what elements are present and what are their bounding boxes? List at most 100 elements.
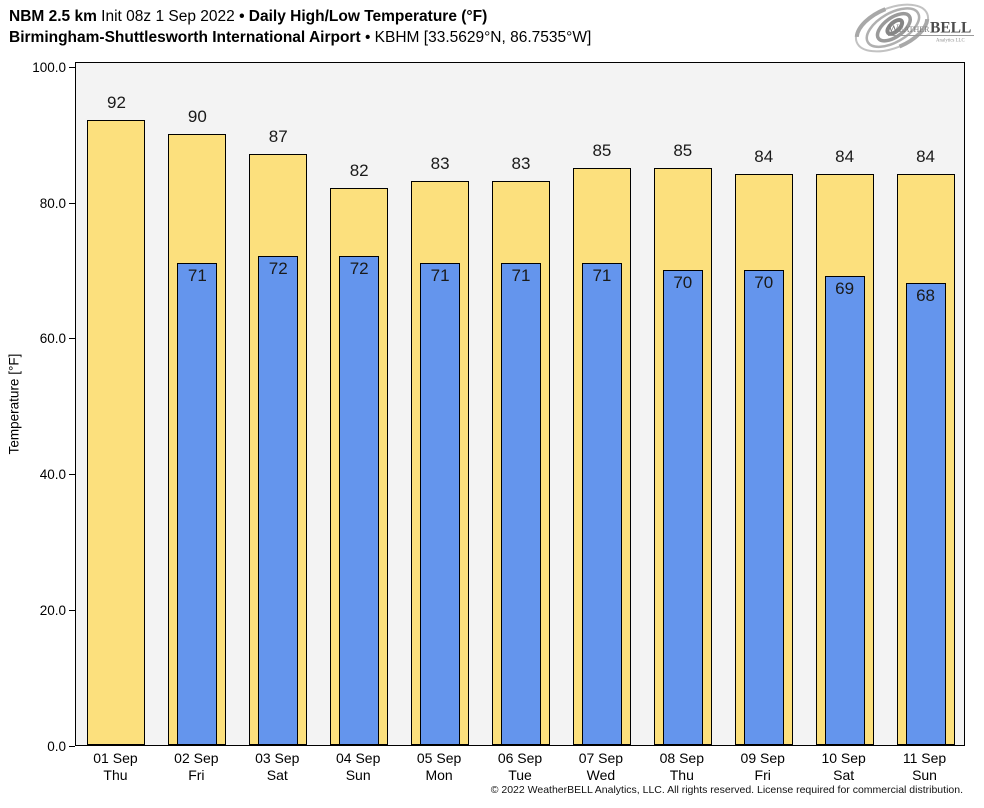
subtitle-station-coords: • KBHM [33.5629°N, 86.7535°W] <box>360 29 592 46</box>
high-bar <box>653 167 712 745</box>
x-tick-date: 02 Sep <box>174 750 219 766</box>
low-bar <box>420 262 461 745</box>
x-tick-day: Tue <box>508 767 532 783</box>
title-model: NBM 2.5 km <box>9 8 97 25</box>
low-value-label: 71 <box>511 265 531 285</box>
y-tick-label: 80.0 <box>39 195 66 211</box>
high-value-label: 92 <box>106 93 126 113</box>
bar-group: 90 71 <box>157 61 238 745</box>
x-tick-label: 01 Sep Thu <box>70 750 160 784</box>
logo-sub-text: Analytics LLC <box>936 39 965 44</box>
low-value-label: 72 <box>268 258 288 278</box>
high-value-label: 84 <box>754 147 774 167</box>
bar-group: 87 72 <box>238 61 319 745</box>
low-value-label: 70 <box>673 272 693 292</box>
y-tick-label: 0.0 <box>47 739 66 754</box>
subtitle-station-name: Birmingham-Shuttlesworth International A… <box>9 29 361 46</box>
x-tick-label: 06 Sep Tue <box>475 750 565 784</box>
x-tick-label: 10 Sep Sat <box>799 750 889 784</box>
chart-subtitle: Birmingham-Shuttlesworth International A… <box>9 27 591 48</box>
copyright-text: © 2022 WeatherBELL Analytics, LLC. All r… <box>490 784 963 796</box>
x-tick-day: Sat <box>833 767 855 783</box>
x-tick-label: 11 Sep Sun <box>880 750 970 784</box>
high-bar <box>896 174 955 745</box>
low-bar <box>743 269 784 745</box>
high-value-label: 85 <box>592 140 612 160</box>
y-tick-mark <box>69 610 75 612</box>
high-value-label: 84 <box>916 147 935 167</box>
high-value-label: 82 <box>349 161 369 181</box>
high-value-label: 87 <box>268 127 288 147</box>
high-bar <box>330 188 389 745</box>
bar-group: 92 <box>76 61 157 745</box>
hurricane-swirl-icon <box>854 3 930 53</box>
y-tick-label: 60.0 <box>39 331 66 347</box>
x-tick-label: 09 Sep Fri <box>718 750 808 784</box>
chart-title: NBM 2.5 km Init 08z 1 Sep 2022 • Daily H… <box>9 6 591 27</box>
y-tick-mark <box>69 338 75 340</box>
low-value-label: 71 <box>592 265 612 285</box>
title-variable: • Daily High/Low Temperature (°F) <box>239 8 488 25</box>
bar-group: 82 72 <box>319 61 400 745</box>
x-tick-date: 01 Sep <box>93 750 138 766</box>
low-bar <box>662 269 703 745</box>
x-tick-day: Wed <box>586 767 616 783</box>
x-tick-date: 05 Sep <box>416 750 462 766</box>
x-tick-day: Fri <box>754 767 771 783</box>
bar-group: 84 69 <box>804 61 885 745</box>
low-value-label: 71 <box>430 265 450 285</box>
low-bar <box>581 262 622 745</box>
y-tick-label: 40.0 <box>39 467 66 483</box>
x-tick-label: 03 Sep Sat <box>232 750 322 784</box>
x-tick-date: 09 Sep <box>740 750 785 766</box>
weatherbell-logo: Weather BELL Analytics LLC <box>854 3 974 53</box>
y-tick-label: 100.0 <box>32 59 66 75</box>
plot-area: 92 90 71 87 72 82 72 83 71 83 71 85 71 85 70 84 70 84 69 84… <box>75 62 965 746</box>
x-tick-label: 02 Sep Fri <box>151 750 241 784</box>
high-bar <box>168 133 227 745</box>
low-bar <box>905 283 946 745</box>
high-value-label: 83 <box>511 154 531 174</box>
high-bar <box>491 181 550 745</box>
x-tick-label: 04 Sep Sun <box>313 750 403 784</box>
x-tick-day: Fri <box>188 767 205 783</box>
x-tick-date: 07 Sep <box>578 750 624 766</box>
x-tick-date: 03 Sep <box>255 750 300 766</box>
x-tick-day: Sun <box>912 767 937 783</box>
low-bar <box>500 262 541 745</box>
bar-group: 84 68 <box>885 61 966 745</box>
low-bar <box>339 255 380 745</box>
x-tick-day: Thu <box>669 767 694 783</box>
y-tick-mark <box>69 746 75 747</box>
y-tick-label: 20.0 <box>39 603 66 619</box>
title-init: Init 08z 1 Sep 2022 <box>96 8 240 25</box>
high-bar <box>572 167 631 745</box>
low-bar <box>258 255 299 745</box>
y-tick-mark <box>69 66 75 68</box>
logo-word-bell: BELL <box>930 20 971 37</box>
y-axis-title: Temperature [°F] <box>6 353 22 455</box>
low-value-label: 68 <box>916 286 935 306</box>
x-tick-date: 10 Sep <box>821 750 866 766</box>
bar-group: 84 70 <box>723 61 804 745</box>
high-value-label: 83 <box>430 154 450 174</box>
bar-group: 83 71 <box>481 61 562 745</box>
high-bar <box>815 174 874 745</box>
x-tick-label: 07 Sep Wed <box>556 750 646 784</box>
low-value-label: 72 <box>349 258 369 278</box>
bar-group: 85 70 <box>642 61 723 745</box>
x-tick-day: Sun <box>345 767 371 783</box>
chart-header: NBM 2.5 km Init 08z 1 Sep 2022 • Daily H… <box>9 6 591 48</box>
high-value-label: 85 <box>673 140 693 160</box>
high-bar <box>734 174 793 745</box>
x-tick-date: 11 Sep <box>902 750 947 766</box>
low-bar <box>824 276 865 745</box>
x-tick-day: Thu <box>103 767 128 783</box>
bar-group: 85 71 <box>561 61 642 745</box>
x-tick-day: Sat <box>266 767 288 783</box>
bar-group: 83 71 <box>400 61 481 745</box>
low-value-label: 69 <box>835 279 855 299</box>
x-tick-day: Mon <box>425 767 453 783</box>
low-value-label: 70 <box>754 272 774 292</box>
high-bar <box>411 181 470 745</box>
